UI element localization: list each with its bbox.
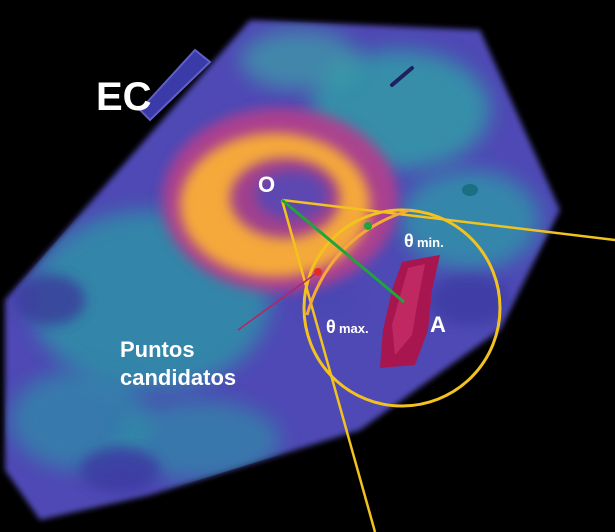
pointer-line [237, 271, 319, 331]
vessel-a [380, 255, 440, 368]
label-candidates: Puntos candidatos [120, 337, 236, 390]
candidate-point-green [364, 222, 372, 230]
candidates-line1: Puntos [120, 337, 195, 362]
search-circle [302, 208, 502, 408]
green-direction-line [281, 198, 405, 304]
label-a: A [430, 312, 446, 337]
candidate-point-red [314, 268, 322, 276]
label-origin: O [258, 172, 275, 197]
label-theta-max: θ max. [326, 317, 369, 337]
theta-max-symbol: θ [326, 317, 336, 337]
label-ec: EC [96, 75, 152, 119]
theta-min-symbol: θ [404, 231, 414, 251]
candidates-line2: candidatos [120, 365, 236, 390]
candidate-arc [305, 208, 411, 316]
tissue-slab [5, 20, 560, 520]
theta-max-sub: max. [339, 321, 369, 336]
theta-min-sub: min. [417, 235, 444, 250]
angle-lines [280, 198, 615, 532]
label-theta-min: θ min. [404, 231, 444, 251]
